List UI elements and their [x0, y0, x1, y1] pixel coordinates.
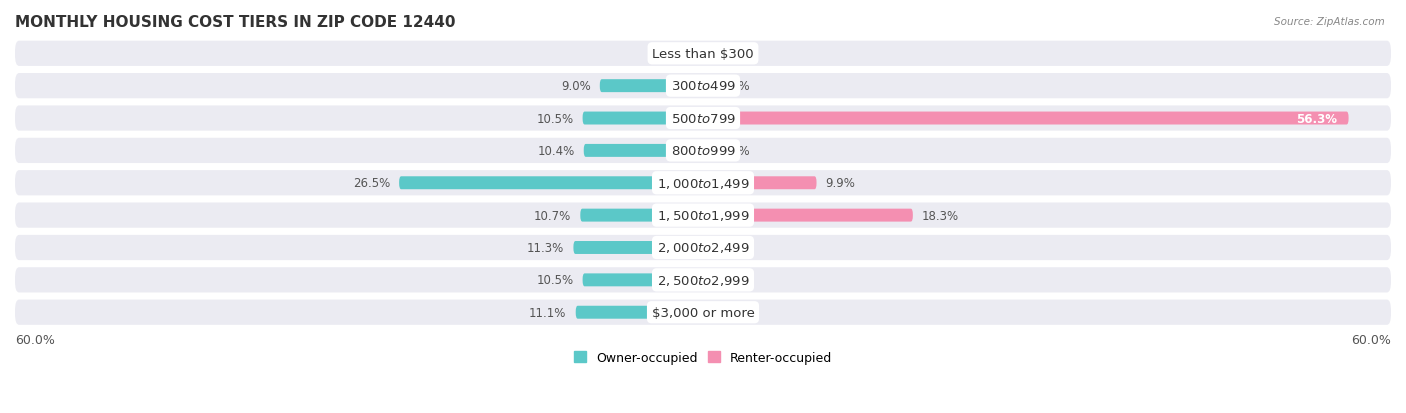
Text: 0.0%: 0.0% — [720, 242, 749, 254]
Text: 11.1%: 11.1% — [529, 306, 567, 319]
Text: $500 to $799: $500 to $799 — [671, 112, 735, 125]
Text: $1,500 to $1,999: $1,500 to $1,999 — [657, 209, 749, 223]
Text: 10.7%: 10.7% — [534, 209, 571, 222]
Text: 0.0%: 0.0% — [657, 47, 686, 61]
FancyBboxPatch shape — [15, 138, 1391, 164]
Text: 56.3%: 56.3% — [1296, 112, 1337, 125]
FancyBboxPatch shape — [15, 235, 1391, 261]
Text: Less than $300: Less than $300 — [652, 47, 754, 61]
Text: 9.9%: 9.9% — [825, 177, 856, 190]
Text: 60.0%: 60.0% — [15, 333, 55, 347]
Text: 10.4%: 10.4% — [537, 145, 575, 157]
Text: 60.0%: 60.0% — [1351, 333, 1391, 347]
FancyBboxPatch shape — [15, 74, 1391, 99]
Text: Source: ZipAtlas.com: Source: ZipAtlas.com — [1274, 17, 1385, 26]
Text: 0.0%: 0.0% — [720, 274, 749, 287]
Text: 0.0%: 0.0% — [720, 145, 749, 157]
FancyBboxPatch shape — [582, 112, 703, 125]
Text: $2,000 to $2,499: $2,000 to $2,499 — [657, 241, 749, 255]
Text: 0.0%: 0.0% — [720, 80, 749, 93]
FancyBboxPatch shape — [15, 268, 1391, 293]
Text: $300 to $499: $300 to $499 — [671, 80, 735, 93]
FancyBboxPatch shape — [703, 209, 912, 222]
FancyBboxPatch shape — [582, 274, 703, 287]
Text: 9.0%: 9.0% — [561, 80, 591, 93]
Text: 0.0%: 0.0% — [720, 47, 749, 61]
Text: 10.5%: 10.5% — [536, 274, 574, 287]
FancyBboxPatch shape — [583, 145, 703, 157]
FancyBboxPatch shape — [15, 203, 1391, 228]
Text: $800 to $999: $800 to $999 — [671, 145, 735, 157]
FancyBboxPatch shape — [600, 80, 703, 93]
FancyBboxPatch shape — [15, 106, 1391, 131]
FancyBboxPatch shape — [574, 242, 703, 254]
Text: 10.5%: 10.5% — [536, 112, 574, 125]
FancyBboxPatch shape — [581, 209, 703, 222]
Text: 26.5%: 26.5% — [353, 177, 389, 190]
Text: MONTHLY HOUSING COST TIERS IN ZIP CODE 12440: MONTHLY HOUSING COST TIERS IN ZIP CODE 1… — [15, 15, 456, 30]
FancyBboxPatch shape — [703, 177, 817, 190]
Legend: Owner-occupied, Renter-occupied: Owner-occupied, Renter-occupied — [568, 346, 838, 369]
FancyBboxPatch shape — [15, 171, 1391, 196]
Text: 0.0%: 0.0% — [720, 306, 749, 319]
FancyBboxPatch shape — [399, 177, 703, 190]
Text: 11.3%: 11.3% — [527, 242, 564, 254]
FancyBboxPatch shape — [15, 42, 1391, 67]
Text: $1,000 to $1,499: $1,000 to $1,499 — [657, 176, 749, 190]
Text: $2,500 to $2,999: $2,500 to $2,999 — [657, 273, 749, 287]
Text: $3,000 or more: $3,000 or more — [651, 306, 755, 319]
FancyBboxPatch shape — [15, 300, 1391, 325]
FancyBboxPatch shape — [575, 306, 703, 319]
Text: 18.3%: 18.3% — [922, 209, 959, 222]
FancyBboxPatch shape — [703, 112, 1348, 125]
